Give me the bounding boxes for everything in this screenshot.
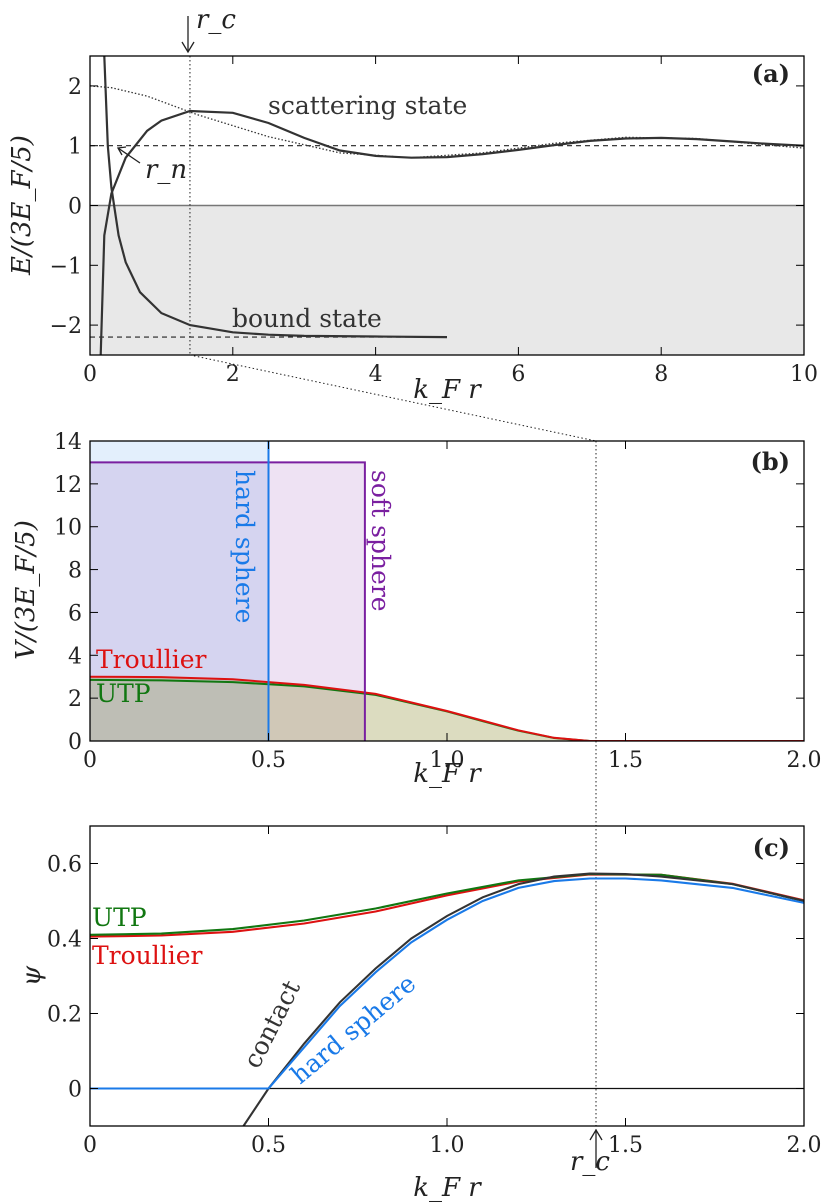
panel-a-ytick-label: 2 (68, 75, 82, 100)
panel-c-ticks: 0 0.5 1.0 1.5 2.0 0 0.2 0.4 0.6 (47, 826, 822, 1158)
panel-b-curves (90, 441, 804, 741)
panel-c-xtick-label: 1.0 (430, 1133, 465, 1158)
troullier-label-b: Troullier (96, 645, 207, 674)
panel-b-ytick-label: 6 (68, 601, 82, 626)
panel-c-frame (89, 825, 805, 1127)
panel-a-ytick-label: −1 (50, 254, 82, 279)
troullier-label-c: Troullier (92, 941, 203, 970)
bound-state-label: bound state (232, 304, 382, 333)
utp-label-b: UTP (96, 679, 151, 708)
panel-b-ytick-label: 12 (54, 473, 82, 498)
panel-a-xtick-label: 2 (226, 362, 240, 387)
scattering-state-label: scattering state (268, 91, 467, 120)
panel-b-xtick-label: 2.0 (787, 748, 822, 773)
panel-c-ylabel: ψ (17, 965, 47, 986)
panel-a-xtick-label: 10 (790, 362, 818, 387)
rc-label-bottom: r_c (570, 1147, 610, 1177)
rn-label: r_n (145, 155, 187, 185)
panel-b-xtick-label: 1.0 (430, 748, 465, 773)
panel-a-ytick-label: 0 (68, 195, 82, 220)
soft-sphere-fill (90, 462, 365, 741)
rn-arrow (117, 147, 141, 164)
panel-a-xtick-label: 8 (654, 362, 668, 387)
panel-c: 0 0.5 1.0 1.5 2.0 0 0.2 0.4 0.6 (c) UTP Troullie… (17, 825, 822, 1203)
panel-a-xlabel: k_F r (413, 375, 482, 405)
panel-b: 0 0.5 1.0 1.5 2.0 0 2 4 6 8 10 12 14 (b) Troullier U… (11, 430, 822, 789)
hard-sphere-wavefunction (90, 877, 804, 1090)
panel-b-ytick-label: 4 (68, 644, 82, 669)
soft-sphere-wall (90, 461, 366, 741)
panel-c-xtick-label: 0.5 (251, 1133, 286, 1158)
panel-b-ticks: 0 0.5 1.0 1.5 2.0 0 2 4 6 8 10 12 14 (54, 430, 822, 773)
panel-c-ytick-label: 0 (68, 1078, 82, 1103)
rn-arrowhead (116, 146, 127, 156)
panel-b-xlabel: k_F r (413, 759, 482, 789)
panel-c-xtick-label: 2.0 (787, 1133, 822, 1158)
rc-arrowhead-top (181, 41, 195, 54)
panel-a-xtick-label: 4 (369, 362, 383, 387)
soft-sphere-label-b: soft sphere (366, 470, 395, 612)
panel-c-ytick-label: 0.6 (47, 853, 82, 878)
rc-label-top: r_c (196, 5, 236, 35)
panel-c-label: (c) (753, 833, 790, 862)
panel-b-xtick-label: 0 (83, 748, 97, 773)
panel-b-ytick-label: 14 (54, 430, 82, 455)
bound-state-curve (103, 56, 448, 339)
panel-a-label: (a) (752, 59, 790, 88)
panel-a-curves (90, 56, 804, 355)
panel-a-ticks: 0 2 4 6 8 10 −2 −1 0 1 2 (50, 56, 818, 387)
panel-a: 0 2 4 6 8 10 −2 −1 0 1 2 (a) scattering state boun… (7, 5, 818, 405)
panel-b-ylabel: V/(3E_F/5) (11, 520, 41, 660)
hard-sphere-fill (90, 441, 269, 741)
panel-c-curves (90, 872, 804, 1126)
troullier-fill (90, 676, 804, 741)
panel-b-ytick-label: 8 (68, 559, 82, 584)
panel-c-xtick-label: 0 (83, 1133, 97, 1158)
panel-b-xtick-label: 1.5 (608, 748, 643, 773)
hard-sphere-label-b: hard sphere (230, 470, 259, 623)
utp-label-c: UTP (92, 903, 147, 932)
panel-c-ytick-label: 0.4 (47, 928, 82, 953)
hard-sphere-label-c: hard sphere (285, 969, 421, 1090)
panel-a-xtick-label: 6 (511, 362, 525, 387)
troullier-potential-curve (90, 675, 804, 741)
panel-c-ytick-label: 0.2 (47, 1003, 82, 1028)
rc-arrowhead-bottom (589, 1128, 603, 1141)
panel-c-xlabel: k_F r (413, 1173, 482, 1203)
panel-b-label: (b) (751, 447, 791, 476)
bound-region-shading (90, 205, 804, 355)
panel-c-xtick-label: 1.5 (608, 1133, 643, 1158)
panel-b-xtick-label: 0.5 (251, 748, 286, 773)
zoom-connector (189, 354, 597, 442)
panel-a-ytick-label: 1 (68, 135, 82, 160)
panel-a-ylabel: E/(3E_F/5) (7, 135, 37, 276)
utp-wavefunction (90, 872, 804, 936)
contact-wavefunction (242, 872, 804, 1126)
panel-a-xtick-label: 0 (83, 362, 97, 387)
panel-a-ytick-label: −2 (50, 314, 82, 339)
scattering-state-curve (99, 109, 804, 355)
panel-b-ytick-label: 10 (54, 516, 82, 541)
panel-b-ytick-label: 2 (68, 687, 82, 712)
panel-b-ytick-label: 0 (68, 730, 82, 755)
